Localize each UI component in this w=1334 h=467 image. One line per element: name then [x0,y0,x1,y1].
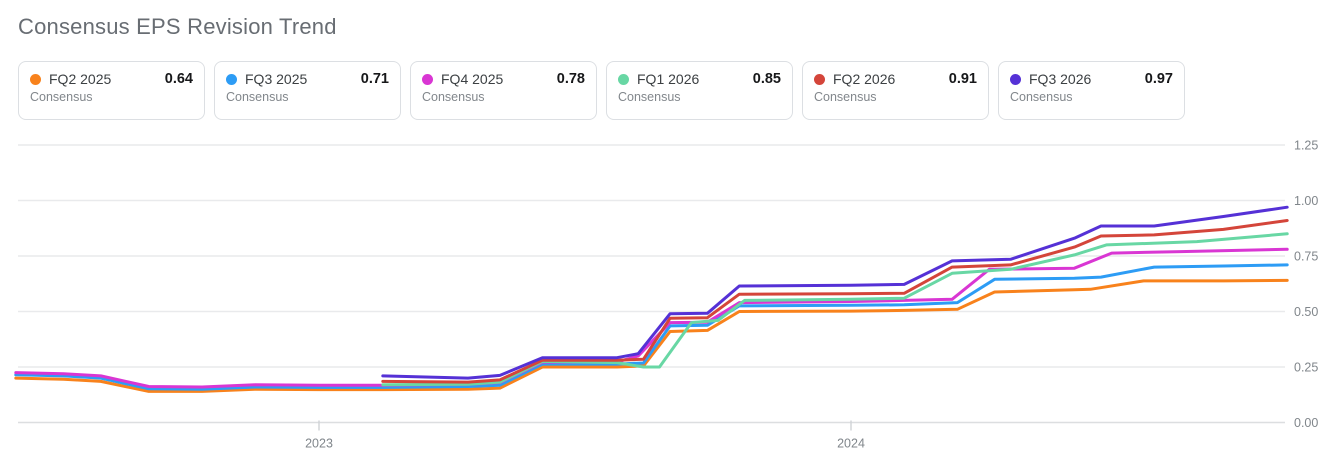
series-sublabel: Consensus [618,90,681,104]
legend-card-fq2-2026[interactable]: FQ2 2026 0.91 Consensus [802,61,989,120]
y-axis-label: 1.00 [1294,194,1318,208]
series-sublabel: Consensus [422,90,485,104]
series-sublabel: Consensus [1010,90,1073,104]
series-sublabel: Consensus [226,90,289,104]
series-line-fq3-2026[interactable] [381,205,1289,380]
legend-card-fq1-2026[interactable]: FQ1 2026 0.85 Consensus [606,61,793,120]
line-chart[interactable]: 0.00 0.25 0.50 0.75 1.00 1.25 2023 2024 [0,140,1334,467]
x-axis-label: 2024 [837,437,865,451]
legend-card-fq3-2025[interactable]: FQ3 2025 0.71 Consensus [214,61,401,120]
chart-area[interactable]: 0.00 0.25 0.50 0.75 1.00 1.25 2023 2024 [0,140,1334,467]
series-sublabel: Consensus [30,90,93,104]
legend-row: FQ2 2025 0.64 Consensus FQ3 2025 0.71 Co… [18,61,1316,120]
series-label: FQ1 2026 [637,71,700,87]
series-label: FQ3 2026 [1029,71,1092,87]
series-value: 0.97 [1144,71,1173,87]
series-label: FQ2 2025 [49,71,112,87]
series-color-dot [226,73,237,85]
series-color-dot [1010,73,1021,85]
series-line-fq3-2025[interactable] [14,263,1289,391]
series-color-dot [30,73,41,85]
series-color-dot [814,73,825,85]
series-value: 0.78 [556,71,585,87]
series-value: 0.64 [164,71,193,87]
y-axis-label: 0.25 [1294,361,1318,375]
series-label: FQ3 2025 [245,71,308,87]
series-label: FQ2 2026 [833,71,896,87]
x-axis-label: 2023 [305,437,333,451]
series-line-fq2-2026[interactable] [381,219,1289,384]
legend-card-fq2-2025[interactable]: FQ2 2025 0.64 Consensus [18,61,205,120]
series-label: FQ4 2025 [441,71,504,87]
y-axis-label: 0.75 [1294,250,1318,264]
y-axis-label: 0.50 [1294,305,1318,319]
y-axis-label: 1.25 [1294,140,1318,153]
series-value: 0.85 [752,71,781,87]
y-axis-label: 0.00 [1294,416,1318,430]
legend-card-fq3-2026[interactable]: FQ3 2026 0.97 Consensus [998,61,1185,120]
series-color-dot [422,73,433,85]
series-color-dot [618,73,629,85]
series-value: 0.91 [948,71,977,87]
legend-card-fq4-2025[interactable]: FQ4 2025 0.78 Consensus [410,61,597,120]
series-sublabel: Consensus [814,90,877,104]
chart-title: Consensus EPS Revision Trend [18,14,337,39]
series-value: 0.71 [360,71,389,87]
